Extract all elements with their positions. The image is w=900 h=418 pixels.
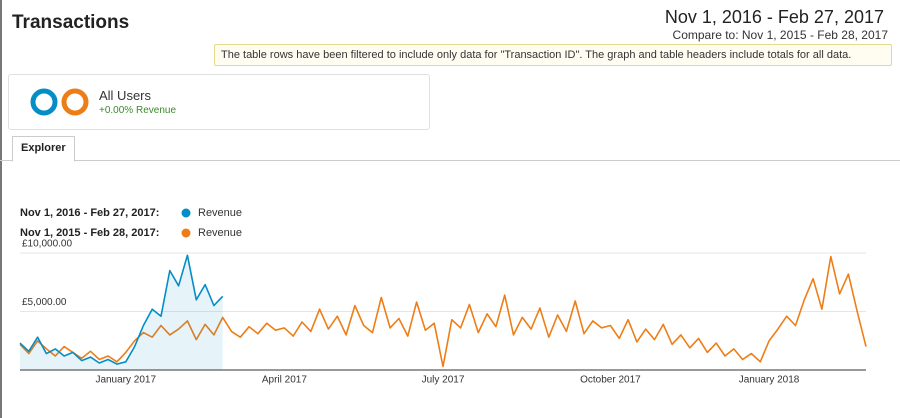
segment-icons <box>30 88 89 116</box>
legend-label: Revenue <box>198 227 242 239</box>
notice: The table rows have been filtered to inc… <box>214 44 892 66</box>
segment-name: All Users <box>99 88 152 103</box>
x-tick-label: July 2017 <box>422 375 465 386</box>
segment-card[interactable]: All Users +0.00% Revenue <box>8 74 430 130</box>
page-title: Transactions <box>12 12 130 33</box>
legend-swatch <box>181 208 191 218</box>
legend-period: Nov 1, 2015 - Feb 28, 2017: <box>20 227 159 239</box>
y-tick-label: £10,000.00 <box>22 239 72 250</box>
x-tick-label: January 2017 <box>95 375 156 386</box>
series-line <box>19 254 224 365</box>
x-tick-label: April 2017 <box>262 375 307 386</box>
x-tick-label: January 2018 <box>739 375 800 386</box>
compare-range: Compare to: Nov 1, 2015 - Feb 28, 2017 <box>672 28 888 42</box>
x-tick-label: October 2017 <box>580 375 641 386</box>
legend-swatch <box>181 228 191 238</box>
date-range[interactable]: Nov 1, 2016 - Feb 27, 2017 <box>664 7 884 27</box>
legend-label: Revenue <box>198 207 242 219</box>
legend-period: Nov 1, 2016 - Feb 27, 2017: <box>20 207 159 219</box>
tab-line <box>0 160 900 161</box>
tab[interactable]: Explorer <box>12 136 75 162</box>
series-area <box>20 255 223 370</box>
segment-detail: +0.00% Revenue <box>99 105 177 116</box>
series-line <box>19 255 867 368</box>
y-tick-label: £5,000.00 <box>22 297 67 308</box>
left-edge <box>0 0 2 418</box>
